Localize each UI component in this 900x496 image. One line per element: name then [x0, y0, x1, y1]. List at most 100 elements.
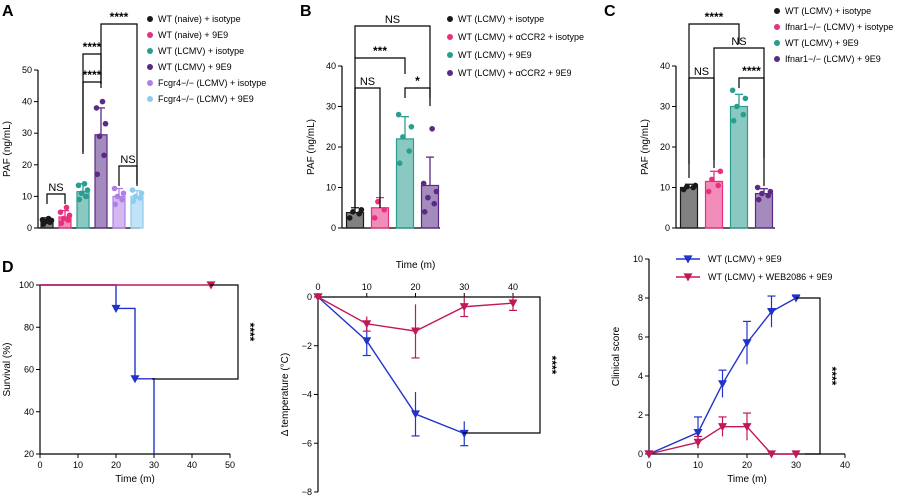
legend-marker: [683, 273, 693, 282]
y-tick-label: 10: [326, 183, 336, 193]
y-tick-label: 10: [22, 191, 32, 201]
data-point: [729, 87, 736, 94]
x-tick-label: 30: [459, 282, 469, 292]
comparison-bracket: [688, 77, 715, 178]
comparison-bracket: [100, 23, 138, 184]
y-tick-label: 20: [326, 142, 336, 152]
y-axis-label: Survival (%): [2, 343, 13, 397]
significance-label: NS: [385, 14, 400, 26]
y-tick-label: 40: [24, 407, 34, 417]
legend-marker: [447, 16, 453, 22]
significance-label: ***: [373, 44, 387, 58]
panel-c-chart: 0 10 20 30 40 PAF (ng/mL) WT (LCMV) + isotype I…: [640, 6, 893, 233]
data-point: [684, 183, 690, 190]
x-tick-label: 40: [840, 460, 850, 470]
y-axis-label: Δ temperature (°C): [280, 353, 291, 436]
data-point: [742, 95, 749, 102]
y-tick-label: 60: [24, 365, 34, 375]
y-tick-label: 50: [22, 65, 32, 75]
data-point: [420, 180, 427, 187]
y-tick-label: −6: [302, 438, 312, 448]
y-tick-label: 10: [660, 183, 670, 193]
y-tick-label: 2: [638, 410, 643, 420]
legend-label: WT (naive) + isotype: [158, 14, 241, 24]
comparison-bracket: [82, 81, 102, 152]
x-tick-label: 40: [187, 460, 197, 470]
data-point: [421, 209, 428, 215]
comparison-bracket: [354, 87, 381, 208]
y-tick-label: −2: [302, 341, 312, 351]
y-axis-label: PAF (ng/mL): [306, 119, 317, 175]
data-point: [406, 148, 413, 154]
significance-label: NS: [360, 76, 375, 88]
data-marker: [742, 339, 752, 348]
data-point: [350, 209, 356, 215]
comparison-bracket: [118, 165, 138, 186]
data-marker: [718, 423, 727, 432]
data-marker: [362, 337, 372, 346]
y-tick-label: 8: [638, 293, 643, 303]
data-point: [63, 204, 70, 211]
panel-d-temperature-chart: 0 10 20 30 40 0 −2 −4 −6 −8 Time (m) Δ temperature …: [280, 260, 559, 496]
y-tick-label: 40: [326, 61, 336, 71]
y-axis-label: PAF (ng/mL): [2, 121, 13, 177]
data-point: [734, 103, 740, 110]
significance-label: ****: [83, 68, 102, 82]
data-marker: [767, 450, 776, 459]
survival-curve: [40, 284, 155, 454]
y-tick-label: 80: [24, 322, 34, 332]
data-point: [60, 215, 67, 222]
legend-label: WT (LCMV) + isotype: [458, 14, 544, 24]
data-point: [381, 206, 388, 213]
data-point: [431, 200, 438, 207]
data-point: [400, 134, 406, 140]
x-axis-label: Time (m): [396, 260, 436, 271]
data-point: [112, 201, 119, 208]
significance-label: NS: [731, 36, 746, 48]
x-axis-label: Time (m): [115, 474, 155, 485]
data-point: [130, 198, 137, 204]
y-tick-label: 100: [19, 280, 34, 290]
x-tick-label: 30: [149, 460, 159, 470]
legend-marker: [147, 64, 153, 70]
y-tick-label: 30: [22, 128, 32, 138]
y-tick-label: 20: [24, 449, 34, 459]
data-marker: [693, 438, 703, 447]
significance-label: ****: [243, 323, 257, 342]
significance-bracket: [152, 284, 239, 380]
bar: [704, 180, 724, 229]
legend-marker: [147, 80, 153, 86]
significance-label: ****: [825, 367, 839, 386]
y-tick-label: 0: [27, 223, 32, 233]
data-point: [705, 188, 712, 195]
panel-b-chart: 0 10 20 30 40 PAF (ng/mL) WT (LCMV) + isotype W…: [306, 14, 584, 233]
y-tick-label: 0: [665, 223, 670, 233]
significance-label: ****: [705, 10, 724, 24]
y-tick-label: −4: [302, 390, 312, 400]
legend-marker: [774, 8, 780, 14]
x-tick-label: 50: [225, 460, 235, 470]
data-point: [93, 105, 100, 111]
data-marker: [411, 327, 420, 336]
panel-label-c: C: [604, 3, 616, 20]
legend-label: Fcgr4−/− (LCMV) + 9E9: [158, 94, 254, 104]
panel-label-b: B: [300, 3, 312, 20]
data-point: [396, 160, 403, 166]
legend-label: WT (LCMV) + 9E9: [458, 50, 532, 60]
data-marker: [459, 429, 469, 438]
data-point: [76, 196, 83, 203]
data-marker: [411, 410, 420, 419]
data-point: [358, 206, 365, 213]
significance-label: ****: [545, 356, 559, 375]
x-tick-label: 10: [693, 460, 703, 470]
series-line: [317, 296, 465, 435]
data-point: [759, 190, 765, 197]
y-tick-label: 4: [638, 371, 643, 381]
significance-bracket: [796, 297, 821, 455]
legend-marker: [147, 32, 153, 38]
legend-label: Fcgr4−/− (LCMV) + isotype: [158, 78, 266, 88]
x-axis-label: Time (m): [727, 474, 767, 485]
series-line: [648, 426, 796, 455]
x-tick-label: 20: [111, 460, 121, 470]
data-point: [717, 168, 724, 175]
